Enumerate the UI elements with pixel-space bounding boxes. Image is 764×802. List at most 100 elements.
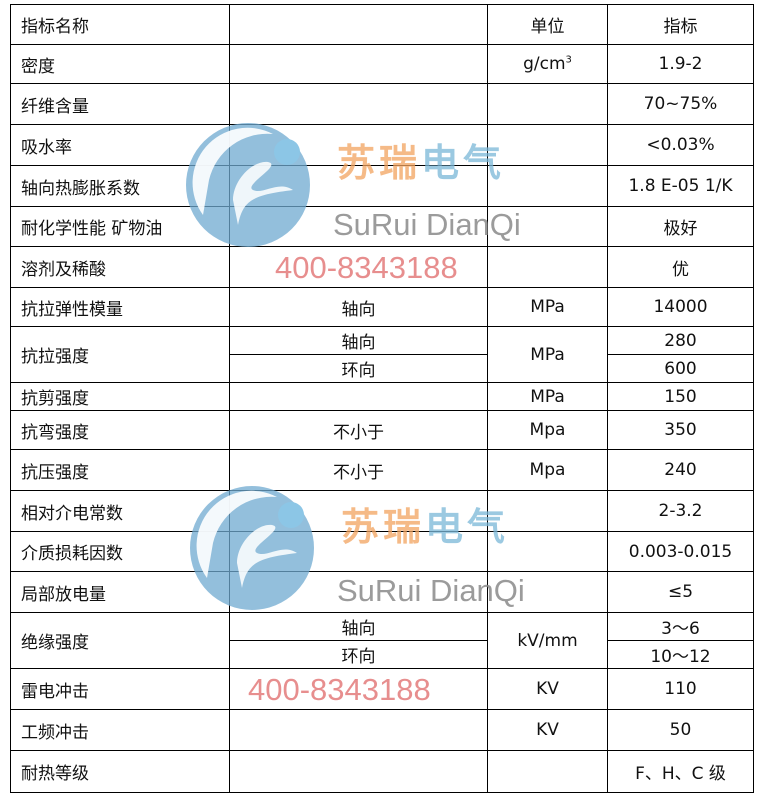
row-value: 1.8 E-05 1/K <box>607 165 754 207</box>
header-name: 指标名称 <box>10 4 230 45</box>
table-row: 耐热等级 F、H、C 级 <box>10 750 754 793</box>
row-name: 抗拉强度 <box>10 326 230 383</box>
row-value: 600 <box>607 354 754 383</box>
row-value: 70~75% <box>607 83 754 125</box>
row-name: 抗拉弹性模量 <box>10 287 230 327</box>
row-name: 纤维含量 <box>10 83 230 125</box>
row-name: 密度 <box>10 44 230 84</box>
row-unit <box>487 124 608 166</box>
table-row: 抗弯强度 不小于 Mpa 350 <box>10 410 754 450</box>
row-value: F、H、C 级 <box>607 750 754 793</box>
table-row: 局部放电量 ≤5 <box>10 571 754 613</box>
table-row: 纤维含量 70~75% <box>10 83 754 125</box>
header-condition <box>229 4 488 45</box>
table-subrow: 环向 10～12 <box>11 640 754 669</box>
table-row: 介质损耗因数 0.003-0.015 <box>10 531 754 572</box>
row-value: 240 <box>607 449 754 491</box>
row-condition: 不小于 <box>229 449 488 491</box>
row-unit <box>487 206 608 247</box>
row-value: 10～12 <box>607 640 754 669</box>
table-row: 工频冲击 KV 50 <box>10 709 754 751</box>
row-unit <box>487 571 608 613</box>
row-unit <box>487 165 608 207</box>
row-unit: Mpa <box>487 410 608 450</box>
row-value: 3～6 <box>607 612 754 641</box>
row-condition <box>229 750 488 793</box>
row-unit: g/cm3 <box>487 44 608 84</box>
table-row: 轴向热膨胀系数 1.8 E-05 1/K <box>10 165 754 207</box>
row-condition <box>229 531 488 572</box>
row-condition: 轴向 <box>229 326 488 355</box>
row-unit: Mpa <box>487 449 608 491</box>
row-name: 溶剂及稀酸 <box>10 246 230 288</box>
table-row: 吸水率 <0.03% <box>10 124 754 166</box>
row-value: 150 <box>607 382 754 411</box>
table-row: 雷电冲击 KV 110 <box>10 668 754 710</box>
row-name: 相对介电常数 <box>10 490 230 532</box>
row-name: 轴向热膨胀系数 <box>10 165 230 207</box>
row-name: 抗弯强度 <box>10 410 230 450</box>
table-row: 溶剂及稀酸 优 <box>10 246 754 288</box>
row-name: 雷电冲击 <box>10 668 230 710</box>
row-name: 局部放电量 <box>10 571 230 613</box>
row-name: 工频冲击 <box>10 709 230 751</box>
row-unit: MPa <box>487 287 608 327</box>
table-row: 绝缘强度 轴向 kV/mm 3～6 <box>10 612 754 669</box>
row-condition <box>229 246 488 288</box>
row-condition: 轴向 <box>229 287 488 327</box>
table-subrow: 环向 600 <box>11 354 754 383</box>
row-unit: KV <box>487 668 608 710</box>
unit-text: g/cm <box>523 54 566 74</box>
row-condition: 不小于 <box>229 410 488 450</box>
row-unit: KV <box>487 709 608 751</box>
row-condition <box>229 124 488 166</box>
row-value: 14000 <box>607 287 754 327</box>
row-condition: 环向 <box>229 640 488 669</box>
row-name: 吸水率 <box>10 124 230 166</box>
row-condition <box>229 165 488 207</box>
row-name: 抗压强度 <box>10 449 230 491</box>
row-condition: 环向 <box>229 354 488 383</box>
row-condition <box>229 83 488 125</box>
row-value: 0.003-0.015 <box>607 531 754 572</box>
table-row: 抗拉强度 轴向 MPa 280 <box>10 326 754 383</box>
row-unit <box>487 531 608 572</box>
row-name: 耐热等级 <box>10 750 230 793</box>
header-value: 指标 <box>607 4 754 45</box>
row-value: 280 <box>607 326 754 355</box>
row-unit: MPa <box>487 382 608 411</box>
table-row: 抗剪强度 MPa 150 <box>10 382 754 411</box>
row-value: <0.03% <box>607 124 754 166</box>
row-name: 抗剪强度 <box>10 382 230 411</box>
row-unit: MPa <box>487 326 608 383</box>
row-value: 110 <box>607 668 754 710</box>
row-value: 350 <box>607 410 754 450</box>
row-unit <box>487 246 608 288</box>
row-value: 1.9-2 <box>607 44 754 84</box>
unit-superscript: 3 <box>565 54 572 66</box>
row-condition <box>229 382 488 411</box>
row-condition <box>229 709 488 751</box>
row-name: 介质损耗因数 <box>10 531 230 572</box>
row-unit <box>487 83 608 125</box>
table-row: 相对介电常数 2-3.2 <box>10 490 754 532</box>
row-unit: kV/mm <box>487 612 608 669</box>
row-value: 50 <box>607 709 754 751</box>
row-name: 绝缘强度 <box>10 612 230 669</box>
row-value: 优 <box>607 246 754 288</box>
row-value: 2-3.2 <box>607 490 754 532</box>
header-unit: 单位 <box>487 4 608 45</box>
row-condition <box>229 44 488 84</box>
table-header-row: 指标名称 单位 指标 <box>10 4 754 45</box>
row-value: 极好 <box>607 206 754 247</box>
row-condition <box>229 490 488 532</box>
row-condition: 轴向 <box>229 612 488 641</box>
spec-table: 指标名称 单位 指标 密度 g/cm3 1.9-2 纤维含量 70~75% 吸水… <box>10 4 754 793</box>
table-row: 密度 g/cm3 1.9-2 <box>10 44 754 84</box>
row-unit <box>487 750 608 793</box>
table-row: 抗压强度 不小于 Mpa 240 <box>10 449 754 491</box>
row-condition <box>229 571 488 613</box>
table-row: 抗拉弹性模量 轴向 MPa 14000 <box>10 287 754 327</box>
row-condition <box>229 668 488 710</box>
row-name: 耐化学性能 矿物油 <box>10 206 230 247</box>
